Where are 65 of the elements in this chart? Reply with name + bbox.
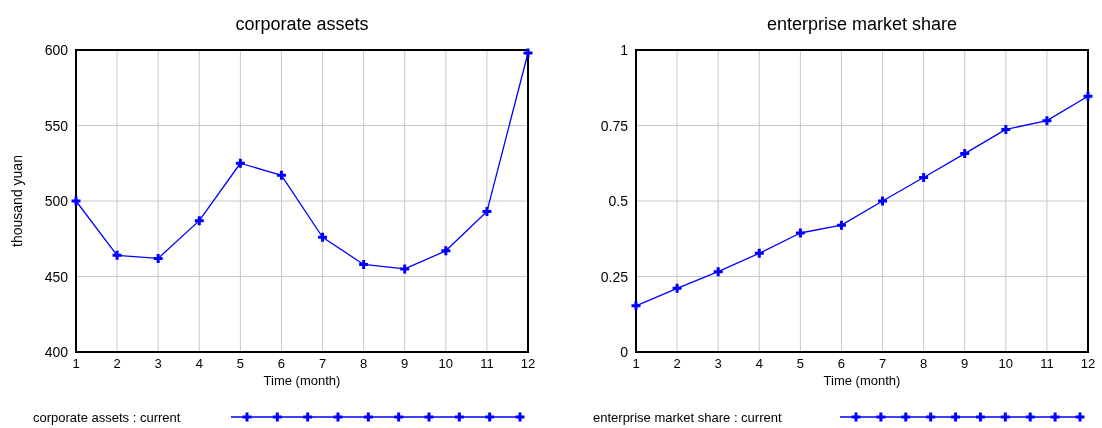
point xyxy=(523,48,533,58)
x-tick-label: 3 xyxy=(154,356,162,371)
x-axis-title: Time (month) xyxy=(823,373,901,388)
point xyxy=(878,196,888,206)
point xyxy=(235,158,245,168)
x-tick-label: 4 xyxy=(755,356,763,371)
point xyxy=(318,232,328,242)
point xyxy=(1001,124,1011,134)
y-tick-label: 0.75 xyxy=(600,117,629,134)
x-tick-label: 1 xyxy=(632,356,640,371)
text: enterprise market share : current xyxy=(593,410,782,425)
x-tick-label: 10 xyxy=(438,356,454,371)
y-tick-label: 600 xyxy=(44,42,69,58)
point xyxy=(276,170,286,180)
x-tick-label: 11 xyxy=(1040,356,1054,371)
y-tick-label: 400 xyxy=(44,344,69,360)
x-tick-label: 8 xyxy=(920,356,928,371)
point xyxy=(441,246,451,256)
point xyxy=(112,250,122,260)
x-tick-label: 4 xyxy=(195,356,203,371)
x-tick-label: 6 xyxy=(837,356,846,371)
point xyxy=(795,228,805,238)
x-tick-label: 1 xyxy=(72,356,80,371)
point xyxy=(482,207,492,217)
x-tick-label: 12 xyxy=(1080,356,1096,371)
x-tick-label: 7 xyxy=(878,356,887,371)
point xyxy=(71,196,81,206)
x-tick-label: 2 xyxy=(113,356,121,371)
y-tick-label: 0.5 xyxy=(608,193,629,209)
x-tick-label: 8 xyxy=(360,356,368,371)
x-tick-label: 7 xyxy=(318,356,327,371)
chart-title: corporate assets xyxy=(235,14,369,34)
x-tick-label: 11 xyxy=(480,356,494,371)
point xyxy=(713,267,723,277)
y-tick-label: 0.25 xyxy=(600,268,629,285)
x-tick-label: 9 xyxy=(401,356,409,371)
y-tick-label: 500 xyxy=(44,193,69,209)
x-tick-label: 5 xyxy=(236,356,244,371)
x-tick-label: 6 xyxy=(277,356,286,371)
point xyxy=(672,283,682,293)
point xyxy=(400,264,410,274)
x-tick-label: 9 xyxy=(961,356,969,371)
point xyxy=(1042,116,1052,126)
y-tick-label: 1 xyxy=(620,42,629,58)
chart-title: enterprise market share xyxy=(766,14,958,34)
text: corporate assets : current xyxy=(33,410,181,425)
point xyxy=(153,253,163,263)
y-tick-label: 0 xyxy=(620,344,629,360)
y-axis-title: thousand yuan xyxy=(9,155,25,247)
x-tick-label: 3 xyxy=(714,356,722,371)
x-axis-title: Time (month) xyxy=(263,373,341,388)
point xyxy=(919,172,929,182)
y-tick-label: 450 xyxy=(44,268,69,285)
point xyxy=(359,259,369,269)
x-tick-label: 12 xyxy=(520,356,536,371)
point xyxy=(754,248,764,258)
point xyxy=(836,220,846,230)
point xyxy=(960,149,970,159)
point xyxy=(631,301,641,311)
x-tick-label: 10 xyxy=(998,356,1014,371)
x-tick-label: 2 xyxy=(673,356,681,371)
y-tick-label: 550 xyxy=(44,117,69,134)
point xyxy=(1083,91,1093,101)
x-tick-label: 5 xyxy=(796,356,804,371)
point xyxy=(194,216,204,226)
